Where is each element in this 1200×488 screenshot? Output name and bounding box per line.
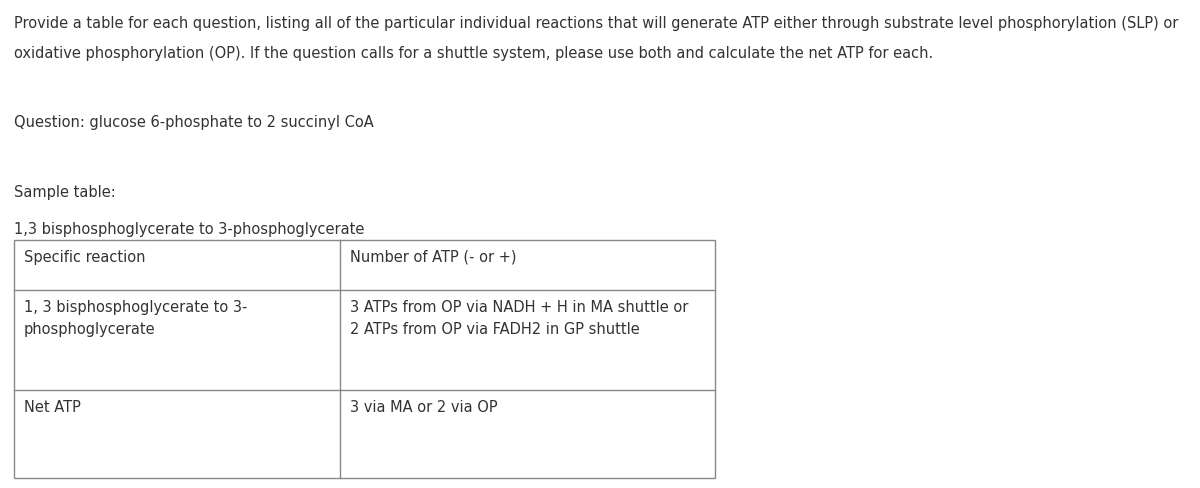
Text: 3 ATPs from OP via NADH + H in MA shuttle or: 3 ATPs from OP via NADH + H in MA shuttl…	[350, 300, 689, 315]
Text: phosphoglycerate: phosphoglycerate	[24, 322, 156, 337]
Text: 1, 3 bisphosphoglycerate to 3-: 1, 3 bisphosphoglycerate to 3-	[24, 300, 247, 315]
Text: 2 ATPs from OP via FADH2 in GP shuttle: 2 ATPs from OP via FADH2 in GP shuttle	[350, 322, 640, 337]
Text: Provide a table for each question, listing all of the particular individual reac: Provide a table for each question, listi…	[14, 16, 1178, 31]
Text: Net ATP: Net ATP	[24, 400, 80, 415]
Text: 1,3 bisphosphoglycerate to 3-phosphoglycerate: 1,3 bisphosphoglycerate to 3-phosphoglyc…	[14, 222, 365, 237]
Text: Question: glucose 6-phosphate to 2 succinyl CoA: Question: glucose 6-phosphate to 2 succi…	[14, 115, 373, 130]
Text: Sample table:: Sample table:	[14, 185, 115, 200]
Text: Number of ATP (- or +): Number of ATP (- or +)	[350, 250, 516, 265]
Bar	[14, 240, 715, 478]
Text: oxidative phosphorylation (OP). If the question calls for a shuttle system, plea: oxidative phosphorylation (OP). If the q…	[14, 46, 934, 61]
Text: 3 via MA or 2 via OP: 3 via MA or 2 via OP	[350, 400, 498, 415]
Text: Specific reaction: Specific reaction	[24, 250, 145, 265]
